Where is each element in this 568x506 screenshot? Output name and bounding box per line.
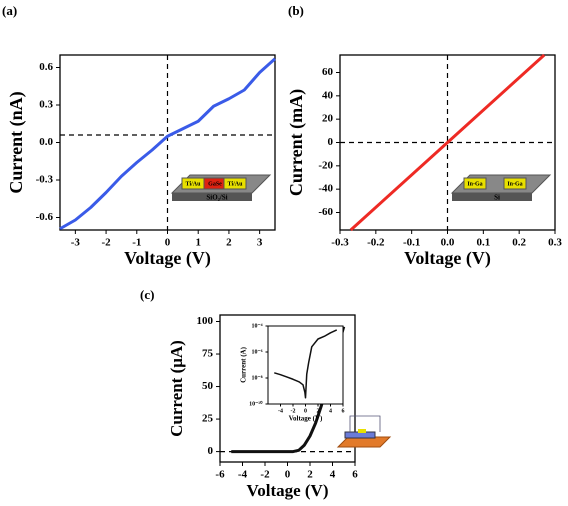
y-tick-label: -0.6 <box>36 211 54 223</box>
y-tick-label: 20 <box>322 113 334 125</box>
y-tick-label: 10⁻¹⁰ <box>249 400 263 407</box>
y-tick-label: 10⁻⁶ <box>252 349 263 355</box>
y-tick-label: 40 <box>322 89 334 101</box>
x-tick-label: 6 <box>342 409 345 415</box>
y-axis-label: Current (nA) <box>6 91 27 193</box>
x-tick-label: 0.0 <box>441 236 455 248</box>
device-annotation: Ti/Au <box>186 181 202 187</box>
y-tick-label: 0.0 <box>39 136 53 148</box>
y-axis-label: Current (mA) <box>286 89 307 196</box>
y-tick-label: -40 <box>318 183 333 195</box>
x-tick-label: -3 <box>71 236 81 248</box>
y-tick-label: 0.6 <box>39 61 53 73</box>
x-tick-label: 0 <box>304 409 307 415</box>
x-tick-label: -6 <box>215 468 225 480</box>
device-pad <box>358 429 366 433</box>
y-tick-label: 25 <box>202 413 214 425</box>
y-tick-label: 100 <box>197 315 214 327</box>
panel-label: (c) <box>140 287 154 302</box>
y-tick-label: 75 <box>202 348 214 360</box>
device-pad <box>463 177 487 190</box>
x-tick-label: 0.2 <box>512 236 526 248</box>
data-line <box>59 57 277 231</box>
y-tick-label: -0.3 <box>36 174 54 186</box>
x-tick-label: 4 <box>329 409 332 415</box>
y-tick-label: 0.3 <box>39 99 53 111</box>
x-axis-label: Voltage (V) <box>404 248 491 269</box>
x-tick-label: -2 <box>260 468 270 480</box>
data-line <box>349 53 546 232</box>
x-tick-label: 6 <box>352 468 358 480</box>
device-pad <box>503 177 527 190</box>
y-tick-label: 0 <box>328 136 334 148</box>
x-tick-label: 1 <box>195 236 201 248</box>
y-tick-label: 0 <box>208 445 214 457</box>
device-annotation: In-Ga <box>507 181 522 187</box>
device-substrate <box>336 436 392 448</box>
x-tick-label: -0.3 <box>331 236 349 248</box>
y-tick-label: 50 <box>202 380 214 392</box>
panel-label: (b) <box>288 3 304 18</box>
y-tick-label: 10⁻⁸ <box>252 375 263 381</box>
x-tick-label: -2 <box>291 409 296 415</box>
panel-label: (a) <box>2 3 17 18</box>
device-side <box>172 193 252 201</box>
device-annotation: Si <box>494 194 500 202</box>
x-tick-label: -4 <box>238 468 248 480</box>
y-tick-label: -20 <box>318 159 333 171</box>
data-line <box>274 329 338 399</box>
device-annotation: Ti/Au <box>228 181 244 187</box>
x-axis-label: Voltage (V) <box>247 481 329 500</box>
y-axis-label: Current (A) <box>240 346 248 383</box>
y-tick-label: 60 <box>322 66 334 78</box>
x-axis-label: Voltage (V) <box>124 248 211 269</box>
device-annotation: SiO₂/Si <box>206 194 227 202</box>
y-tick-label: -60 <box>318 206 333 218</box>
x-tick-label: 2 <box>317 409 320 415</box>
x-tick-label: 0.3 <box>548 236 562 248</box>
x-tick-label: 0 <box>285 468 291 480</box>
x-tick-label: 3 <box>257 236 263 248</box>
device-side <box>452 193 532 201</box>
x-tick-label: -0.2 <box>367 236 385 248</box>
x-tick-label: -1 <box>132 236 141 248</box>
device-annotation: In-Ga <box>467 181 482 187</box>
x-tick-label: 0 <box>165 236 171 248</box>
device-annotation: GaSe <box>208 181 222 187</box>
y-tick-label: 10⁻⁴ <box>252 323 263 329</box>
x-tick-label: 0.1 <box>476 236 490 248</box>
x-tick-label: -2 <box>101 236 111 248</box>
x-tick-label: 4 <box>330 468 336 480</box>
x-tick-label: -4 <box>278 409 283 415</box>
x-tick-label: 2 <box>307 468 313 480</box>
x-tick-label: -0.1 <box>403 236 420 248</box>
x-tick-label: 2 <box>226 236 232 248</box>
x-axis-label: Voltage (V) <box>289 415 323 423</box>
device-pad <box>223 177 247 190</box>
y-axis-label: Current (μA) <box>167 340 186 437</box>
device-wire <box>349 415 381 432</box>
